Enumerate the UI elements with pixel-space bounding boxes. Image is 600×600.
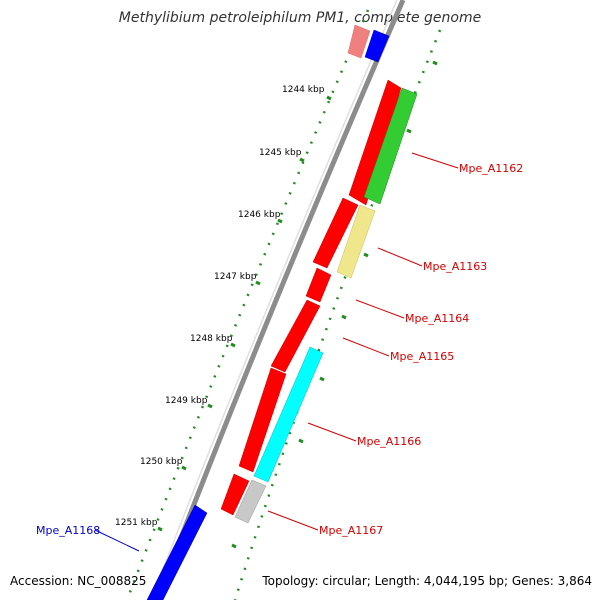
gene-label-mpe-a1164[interactable]: Mpe_A1164 [405,312,469,325]
gene-red-6 [220,473,250,516]
tick-label: 1249 kbp [165,396,208,406]
scale-labels: 1244 kbp 1245 kbp 1246 kbp 1247 kbp 1248… [115,85,325,528]
genome-summary: Topology: circular; Length: 4,044,195 bp… [262,574,592,588]
gene-blue-top [364,29,390,63]
accession-text: Accession: NC_008825 [10,574,147,588]
tick-label: 1244 kbp [282,85,325,95]
gene-red-3 [305,267,332,303]
tick-label: 1251 kbp [115,518,158,528]
gene-labels: Mpe_A1162 Mpe_A1163 Mpe_A1164 Mpe_A1165 … [36,162,523,537]
tick-label: 1250 kbp [140,457,183,467]
gene-red-2 [312,197,359,269]
gene-red-5 [238,367,287,473]
gene-label-mpe-a1168[interactable]: Mpe_A1168 [36,524,100,537]
gene-red-4 [270,299,321,373]
gene-green [363,87,418,205]
tick-label: 1248 kbp [190,334,233,344]
tick-label: 1247 kbp [214,272,257,282]
label-connectors [94,152,459,552]
tick-label: 1246 kbp [238,210,281,220]
gene-grey [234,479,267,524]
gene-cyan [253,346,324,483]
gene-label-mpe-a1167[interactable]: Mpe_A1167 [319,524,383,537]
genome-backbone-highlight [150,0,398,600]
gene-red-1 [348,79,402,206]
gene-label-mpe-a1165[interactable]: Mpe_A1165 [390,350,454,363]
gene-blue-bottom [146,504,208,600]
gene-pink-top [347,24,371,59]
gene-label-mpe-a1162[interactable]: Mpe_A1162 [459,162,523,175]
gene-label-mpe-a1166[interactable]: Mpe_A1166 [357,435,421,448]
gene-label-mpe-a1163[interactable]: Mpe_A1163 [423,260,487,273]
inner-ring-dashes [157,95,332,532]
gene-khaki [336,204,376,279]
tick-label: 1245 kbp [259,148,302,158]
